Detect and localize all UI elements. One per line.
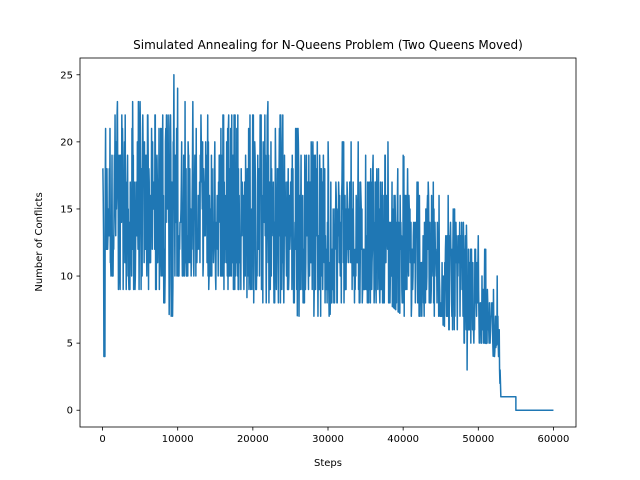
y-tick-label: 5	[67, 339, 73, 350]
x-tick-label: 0	[99, 434, 105, 445]
x-axis: 0 10000 20000 30000 40000 50000 60000	[99, 427, 569, 445]
y-tick-label: 25	[60, 70, 73, 81]
x-tick-label: 50000	[462, 434, 494, 445]
x-tick-label: 20000	[237, 434, 269, 445]
y-tick-label: 0	[67, 406, 73, 417]
x-tick-label: 60000	[538, 434, 570, 445]
conflicts-series-line	[102, 74, 554, 411]
chart-title: Simulated Annealing for N-Queens Problem…	[133, 38, 523, 52]
y-tick-label: 15	[60, 204, 73, 215]
x-tick-label: 10000	[162, 434, 194, 445]
y-tick-label: 10	[60, 272, 73, 283]
x-tick-label: 40000	[387, 434, 419, 445]
plot-area	[102, 74, 554, 411]
x-tick-label: 30000	[312, 434, 344, 445]
y-tick-label: 20	[60, 137, 73, 148]
y-axis-label: Number of Conflicts	[34, 192, 45, 291]
y-axis: 0 5 10 15 20 25	[60, 70, 80, 417]
x-axis-label: Steps	[314, 458, 342, 469]
